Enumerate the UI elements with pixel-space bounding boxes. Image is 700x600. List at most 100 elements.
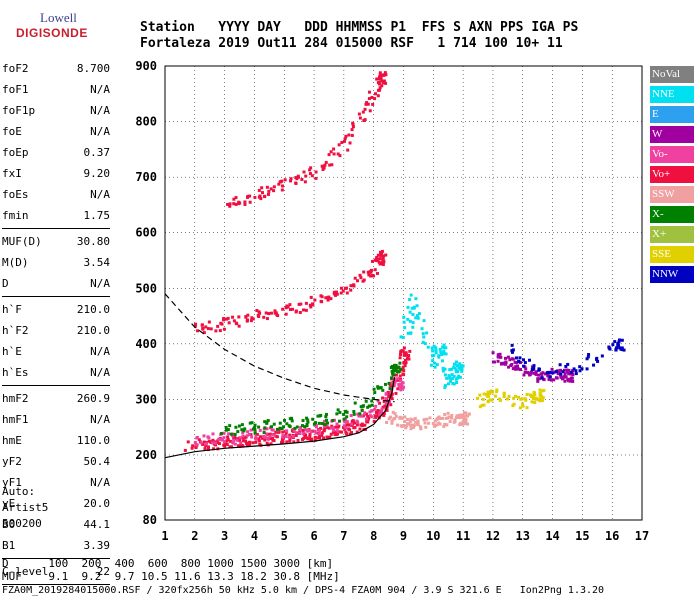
x-tick-label: 5 bbox=[281, 529, 288, 543]
echo-point bbox=[373, 268, 377, 272]
echo-point bbox=[458, 422, 462, 426]
echo-point bbox=[260, 191, 264, 195]
legend-item: X+ bbox=[650, 226, 694, 243]
echo-point bbox=[195, 435, 199, 439]
echo-point bbox=[382, 80, 386, 84]
x-tick-label: 7 bbox=[340, 529, 347, 543]
echo-point bbox=[489, 389, 493, 393]
echo-point bbox=[213, 441, 217, 445]
echo-point bbox=[255, 432, 259, 436]
echo-point bbox=[231, 440, 235, 444]
echo-point bbox=[452, 374, 456, 378]
echo-point bbox=[387, 381, 391, 385]
echo-point bbox=[294, 434, 298, 438]
param-name: fmin bbox=[2, 209, 29, 222]
echo-point bbox=[338, 410, 342, 414]
echo-point bbox=[288, 303, 292, 307]
x-tick-label: 3 bbox=[221, 529, 228, 543]
echo-point bbox=[450, 413, 454, 417]
echo-point bbox=[565, 370, 569, 374]
echo-point bbox=[548, 375, 552, 379]
echo-point bbox=[482, 403, 486, 407]
echo-point bbox=[366, 102, 370, 106]
echo-point bbox=[406, 418, 410, 422]
echo-point bbox=[398, 353, 402, 357]
echo-point bbox=[461, 416, 465, 420]
echo-point bbox=[402, 423, 406, 427]
param-row: h`Es N/A bbox=[2, 362, 110, 383]
echo-point bbox=[228, 203, 232, 207]
echo-point bbox=[402, 369, 406, 373]
x-tick-label: 6 bbox=[310, 529, 317, 543]
echo-point bbox=[401, 365, 405, 369]
echo-point bbox=[326, 421, 330, 425]
echo-point bbox=[400, 416, 404, 420]
echo-point bbox=[536, 373, 540, 377]
echo-point bbox=[258, 428, 262, 432]
echo-point bbox=[536, 377, 540, 381]
echo-point bbox=[415, 304, 419, 308]
echo-point bbox=[254, 434, 258, 438]
echo-point bbox=[402, 360, 406, 364]
echo-point bbox=[401, 367, 405, 371]
echo-point bbox=[514, 365, 518, 369]
echo-point bbox=[398, 415, 402, 419]
echo-point bbox=[424, 425, 428, 429]
x-tick-label: 14 bbox=[545, 529, 559, 543]
param-value: 8.700 bbox=[76, 62, 110, 75]
echo-point bbox=[399, 368, 403, 372]
y-tick-label: 200 bbox=[135, 448, 157, 462]
echo-point bbox=[296, 174, 300, 178]
echo-point bbox=[204, 442, 208, 446]
echo-point bbox=[396, 423, 400, 427]
echo-point bbox=[222, 431, 226, 435]
echo-point bbox=[550, 367, 554, 371]
echo-point bbox=[245, 444, 249, 448]
echo-point bbox=[556, 372, 560, 376]
echo-point bbox=[272, 185, 276, 189]
echo-point bbox=[617, 338, 621, 342]
echo-point bbox=[423, 421, 427, 425]
echo-point bbox=[381, 258, 385, 262]
echo-point bbox=[320, 300, 324, 304]
param-name: foE bbox=[2, 125, 22, 138]
echo-point bbox=[450, 416, 454, 420]
echo-point bbox=[331, 430, 335, 434]
echo-point bbox=[355, 430, 359, 434]
echo-point bbox=[367, 90, 371, 94]
echo-point bbox=[372, 419, 376, 423]
echo-point bbox=[220, 322, 224, 326]
echo-point bbox=[322, 419, 326, 423]
echo-point bbox=[574, 372, 578, 376]
echo-point bbox=[305, 416, 309, 420]
echo-point bbox=[392, 373, 396, 377]
echo-point bbox=[366, 270, 370, 274]
echo-point bbox=[411, 321, 415, 325]
muf-row: MUF 9.1 9.2 9.7 10.5 11.6 13.3 18.2 30.8… bbox=[2, 570, 340, 583]
echo-point bbox=[458, 367, 462, 371]
echo-point bbox=[382, 254, 386, 258]
param-row: h`F2 210.0 bbox=[2, 320, 110, 341]
echo-point bbox=[496, 353, 500, 357]
echo-point bbox=[445, 423, 449, 427]
echo-point bbox=[507, 365, 511, 369]
echo-point bbox=[216, 324, 220, 328]
echo-point bbox=[409, 417, 413, 421]
echo-point bbox=[342, 139, 346, 143]
echo-point bbox=[437, 415, 441, 419]
echo-point bbox=[409, 423, 413, 427]
echo-point bbox=[376, 409, 380, 413]
echo-point bbox=[398, 382, 402, 386]
param-value: 30.80 bbox=[76, 235, 110, 248]
echo-point bbox=[237, 444, 241, 448]
echo-point bbox=[491, 390, 495, 394]
echo-point bbox=[571, 379, 575, 383]
echo-point bbox=[197, 438, 201, 442]
param-value: N/A bbox=[90, 104, 110, 117]
echo-point bbox=[282, 425, 286, 429]
echo-point bbox=[248, 443, 252, 447]
echo-point bbox=[356, 279, 360, 283]
echo-point bbox=[578, 365, 582, 369]
echo-point bbox=[314, 176, 318, 180]
echo-point bbox=[383, 404, 387, 408]
